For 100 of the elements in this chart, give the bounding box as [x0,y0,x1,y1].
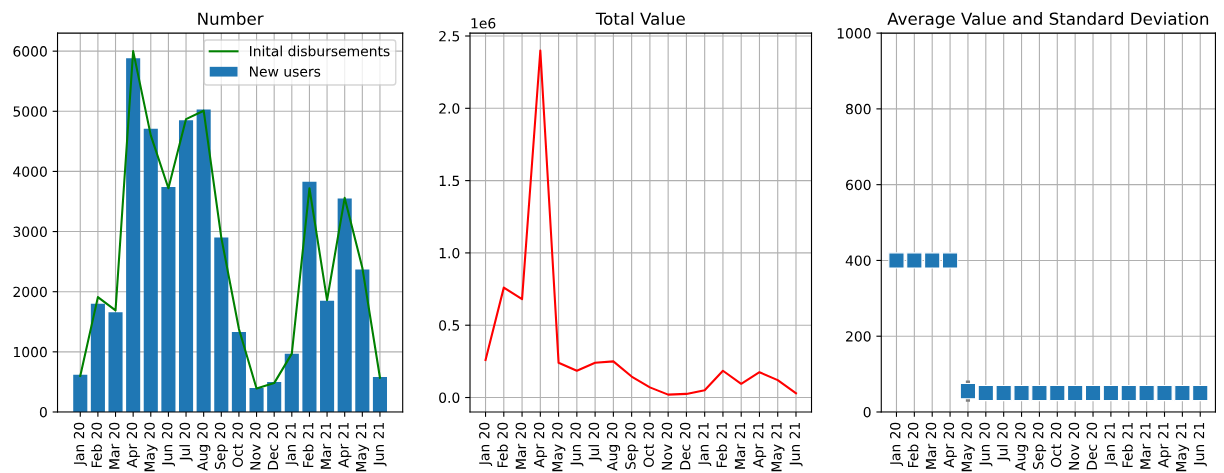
y-tick-label: 5000 [13,106,47,117]
x-tick-label: Jul 20 [588,422,602,462]
x-tick-label: Jan 21 [1104,422,1118,466]
y-tick-label: 6000 [13,46,47,57]
y-tick-label: 1.0 [439,247,460,259]
bar [267,381,282,412]
x-tick-label: Jun 21 [1193,422,1207,467]
x-tick-label: Mar 21 [734,422,746,469]
point [1156,384,1173,402]
x-tick-label: Dec 20 [1086,422,1098,470]
x-tick-label: Jun 21 [789,422,803,467]
x-tick-label: Apr 20 [533,422,548,468]
point [1102,384,1120,402]
x-tick-label: Jan 20 [73,422,87,466]
point [924,252,941,269]
x-tick-label: Nov 20 [1068,422,1080,470]
y-tick-label: 1.5 [439,175,460,187]
bar [249,387,264,412]
point [1031,384,1048,402]
x-tick-label: Mar 21 [1140,422,1151,469]
point [977,384,994,402]
y-tick-label: 800 [845,103,871,115]
x-tick-label: Dec 20 [679,422,691,470]
text: 1e6 [471,18,496,29]
x-tick-label: May 20 [961,422,975,472]
chart-title: Total Value [595,12,685,26]
bar [231,332,246,412]
x-tick-label: Nov 20 [661,422,673,470]
x-tick-label: Sep 20 [625,422,639,470]
x-tick-label: Jul 20 [996,422,1011,462]
x-tick-label: Feb 21 [1122,422,1133,468]
point [941,252,959,269]
legend-label: New users [249,66,321,77]
x-tick-label: Jan 20 [889,422,904,466]
point [959,382,977,400]
x-tick-label: May 20 [144,422,158,472]
point [995,384,1012,402]
y-tick-label: 2.0 [439,103,460,114]
x-tick-label: Apr 20 [943,422,957,468]
bar [90,303,105,412]
y-tick-label: 0.0 [439,392,460,403]
x-tick-label: May 21 [771,422,785,472]
x-tick-label: Aug 20 [1015,422,1029,471]
y-tick-label: 600 [846,179,871,191]
y-tick-label: 200 [846,331,871,342]
x-tick-label: Feb 20 [497,422,508,468]
x-tick-label: Jun 20 [161,422,176,467]
x-tick-label: May 21 [1175,422,1190,472]
x-tick-label: Feb 21 [302,422,314,468]
x-tick-label: Feb 21 [716,422,727,468]
bar [355,269,370,412]
x-tick-label: Mar 20 [109,422,120,469]
y-tick-label: 1000 [13,346,47,358]
x-tick-label: May 20 [552,422,566,472]
x-tick-label: Jul 20 [179,422,193,462]
x-tick-label: Sep 20 [1032,422,1047,470]
bar [73,374,88,412]
bar [161,187,176,412]
point [1120,384,1137,402]
x-tick-label: Feb 20 [91,422,102,468]
x-tick-label: Apr 20 [126,422,140,468]
x-tick-label: Jun 20 [570,422,584,467]
x-tick-label: Apr 21 [752,422,767,468]
y-tick-label: 4000 [13,166,47,177]
bar [178,120,194,412]
x-tick-label: Apr 21 [1158,422,1172,468]
x-tick-label: Jan 21 [285,422,299,466]
x-tick-label: Mar 21 [320,422,332,469]
y-tick-label: 400 [845,255,871,266]
y-tick-label: 0 [39,406,47,418]
x-tick-label: Dec 20 [267,422,279,470]
y-tick-label: 2000 [13,286,47,298]
point [1066,384,1084,402]
y-tick-label: 0.5 [439,320,460,331]
y-tick-label: 1000 [837,28,871,39]
bar [196,109,211,412]
bar [337,198,352,412]
point [1013,384,1030,402]
point [1084,384,1102,402]
x-tick-label: Jun 21 [373,422,387,467]
x-tick-label: Feb 20 [907,422,919,468]
line-series [484,49,798,396]
y-tick-label: 0 [863,406,871,418]
chart-title: Number [198,12,264,26]
chart-title: Average Value and Standard Deviation [887,12,1209,29]
point [906,252,923,269]
x-tick-label: Mar 20 [515,422,527,469]
bar [320,300,335,412]
point [1138,384,1155,402]
x-tick-label: Sep 20 [214,422,229,470]
x-tick-label: May 21 [355,422,370,472]
x-tick-label: Mar 20 [925,422,937,469]
bar [108,312,123,412]
x-tick-label: Aug 20 [197,422,211,471]
x-tick-label: Nov 20 [250,422,261,470]
y-tick-label: 3000 [13,226,47,238]
x-tick-label: Jun 20 [979,422,993,467]
bar [284,353,299,412]
bar [214,237,229,412]
legend-label: Inital disbursements [249,45,390,57]
